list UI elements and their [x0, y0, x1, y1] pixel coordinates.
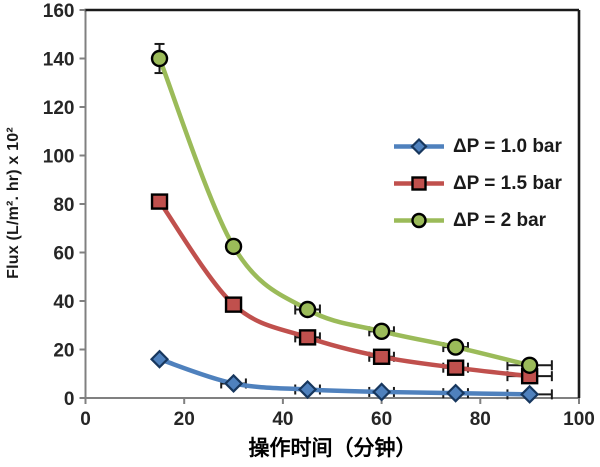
svg-text:60: 60 [53, 244, 74, 265]
legend-label: ΔP = 1.0 bar [453, 135, 562, 157]
svg-text:140: 140 [43, 50, 75, 71]
svg-text:0: 0 [64, 389, 75, 410]
svg-text:80: 80 [470, 409, 491, 430]
svg-text:20: 20 [174, 409, 195, 430]
svg-text:20: 20 [53, 341, 74, 362]
legend-item-dp-1-0-bar: ΔP = 1.0 bar [391, 134, 562, 159]
svg-text:40: 40 [272, 409, 293, 430]
x-axis-title: 操作时间（分钟） [248, 437, 417, 460]
svg-text:100: 100 [43, 147, 75, 168]
circle-marker-icon [394, 212, 444, 229]
svg-text:120: 120 [43, 98, 75, 119]
legend-label: ΔP = 1.5 bar [453, 172, 562, 194]
diamond-marker-icon [394, 137, 444, 156]
svg-text:160: 160 [43, 1, 75, 22]
legend-item-dp-1-5-bar: ΔP = 1.5 bar [391, 171, 562, 196]
legend-label: ΔP = 2 bar [453, 209, 547, 231]
svg-text:80: 80 [53, 195, 74, 216]
svg-text:60: 60 [371, 409, 392, 430]
legend-item-dp-2-bar: ΔP = 2 bar [391, 208, 562, 233]
legend: ΔP = 1.0 bar ΔP = 1.5 bar ΔP = 2 bar [391, 134, 562, 245]
svg-text:100: 100 [563, 409, 595, 430]
svg-text:0: 0 [80, 409, 91, 430]
square-marker-icon [394, 176, 444, 191]
svg-text:40: 40 [53, 292, 74, 313]
